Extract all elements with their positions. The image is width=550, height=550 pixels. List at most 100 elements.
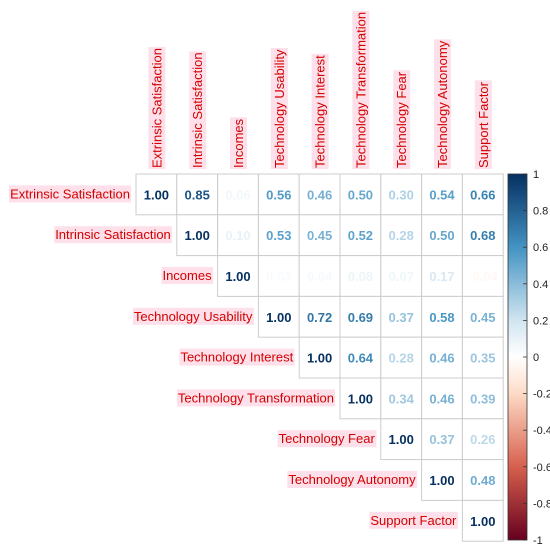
label-highlight [132, 307, 254, 325]
column-label: Technology Transformation [352, 10, 370, 169]
row-label: Extrinsic Satisfaction [9, 185, 131, 203]
cell-value: 0.30 [389, 187, 414, 202]
row-label: Technology Usability [132, 307, 254, 325]
label-highlight [189, 51, 207, 169]
label-highlight [161, 267, 214, 284]
column-label: Incomes [230, 117, 247, 169]
cell-value: 0.46 [307, 187, 332, 202]
cell-value: 0.26 [470, 432, 495, 447]
cell-value: 0.72 [307, 310, 332, 325]
cell [461, 499, 504, 542]
label-highlight [287, 471, 418, 488]
cell [339, 214, 382, 257]
colorbar-tick-label: -1 [533, 535, 543, 547]
row-label-text: Technology Transformation [178, 390, 334, 405]
cell-value: 0.50 [348, 187, 373, 202]
cell [217, 214, 259, 257]
cell [461, 214, 504, 257]
cell-value: 1.00 [429, 473, 454, 488]
cell [380, 336, 423, 379]
column-label-text: Technology Usability [272, 49, 287, 168]
cell [298, 336, 341, 379]
cell [217, 173, 259, 216]
cell [421, 418, 463, 461]
row-label: Incomes [161, 267, 214, 284]
cell-value: 1.00 [225, 269, 250, 284]
colorbar-tick-label: -0.2 [533, 389, 550, 401]
cell-value: 0.45 [470, 310, 495, 325]
cell [298, 295, 341, 338]
cell-value: 0.68 [470, 228, 495, 243]
cell-value: 0.58 [429, 310, 454, 325]
cell-value: 0.37 [429, 432, 454, 447]
cell [298, 214, 341, 257]
row-label-text: Technology Usability [134, 309, 253, 324]
colorbar-tick-label: 0.2 [533, 315, 548, 327]
cell-value: 0.53 [266, 228, 291, 243]
column-label-text: Incomes [231, 118, 246, 168]
cell [461, 255, 504, 297]
row-label-text: Incomes [162, 268, 212, 283]
cell-value: 0.66 [470, 187, 495, 202]
cell [339, 173, 382, 216]
value-layer: 1.00 0.85 0.06 0.56 0.46 0.50 0.30 0.54 0.66 1.00… [144, 187, 499, 528]
cell-value: 0.46 [429, 391, 454, 406]
cell-value: 1.00 [470, 514, 495, 529]
row-label-text: Extrinsic Satisfaction [10, 186, 130, 201]
column-label: Technology Interest [311, 53, 329, 169]
cell [298, 173, 341, 216]
label-highlight [311, 53, 329, 169]
label-highlight [434, 39, 451, 169]
label-highlight [179, 348, 295, 366]
cell-value: -0.04 [468, 269, 498, 284]
label-highlight [230, 117, 247, 169]
cell-value: 1.00 [144, 187, 169, 202]
cell [257, 295, 300, 338]
row-label: Technology Autonomy [287, 471, 418, 488]
cell-value: 0.52 [348, 228, 373, 243]
cell [421, 459, 463, 501]
cell-value: 1.00 [389, 432, 414, 447]
cell-value: 0.28 [389, 228, 414, 243]
row-label: Support Factor [369, 511, 459, 529]
cell [217, 255, 259, 297]
column-label: Technology Autonomy [434, 39, 451, 169]
label-layer: Extrinsic Satisfaction Extrinsic Satisfac… [9, 10, 492, 529]
column-label-text: Technology Fear [394, 71, 409, 168]
cell-value: 0.07 [389, 269, 414, 284]
label-highlight [270, 47, 288, 169]
cell [461, 377, 504, 420]
row-label: Technology Fear [277, 430, 377, 448]
cell-value: 0.85 [185, 187, 210, 202]
cell-value: 1.00 [307, 351, 332, 366]
column-label: Support Factor [474, 80, 492, 169]
colorbar-tick-label: 0.8 [533, 206, 548, 218]
column-label-text: Technology Transformation [353, 12, 368, 168]
row-label-text: Technology Fear [279, 431, 376, 446]
colorbar-tick-label: 0 [533, 352, 539, 364]
column-label-text: Extrinsic Satisfaction [149, 48, 164, 168]
column-label: Technology Fear [393, 70, 411, 169]
label-highlight [369, 511, 459, 529]
label-highlight [393, 70, 411, 169]
cell-value: 0.10 [225, 228, 250, 243]
colorbar-tick-label: -0.4 [533, 425, 550, 437]
cell-value: 0.54 [429, 187, 455, 202]
cell [421, 255, 463, 297]
cell-value: 0.50 [429, 228, 454, 243]
row-label: Technology Transformation [176, 389, 335, 407]
label-highlight [54, 226, 172, 244]
cell-value: 0.17 [429, 269, 454, 284]
cell [257, 173, 300, 216]
label-highlight [9, 185, 131, 203]
cell-value: 0.35 [470, 351, 495, 366]
cell [176, 173, 219, 216]
column-label: Intrinsic Satisfaction [189, 51, 207, 169]
cell [380, 295, 423, 338]
cell-value: 1.00 [185, 228, 210, 243]
column-label-text: Intrinsic Satisfaction [190, 52, 205, 168]
column-label: Technology Usability [270, 47, 288, 169]
row-label-text: Technology Autonomy [288, 472, 416, 487]
cell [339, 336, 382, 379]
colorbar-tick-label: 0.4 [533, 279, 548, 291]
